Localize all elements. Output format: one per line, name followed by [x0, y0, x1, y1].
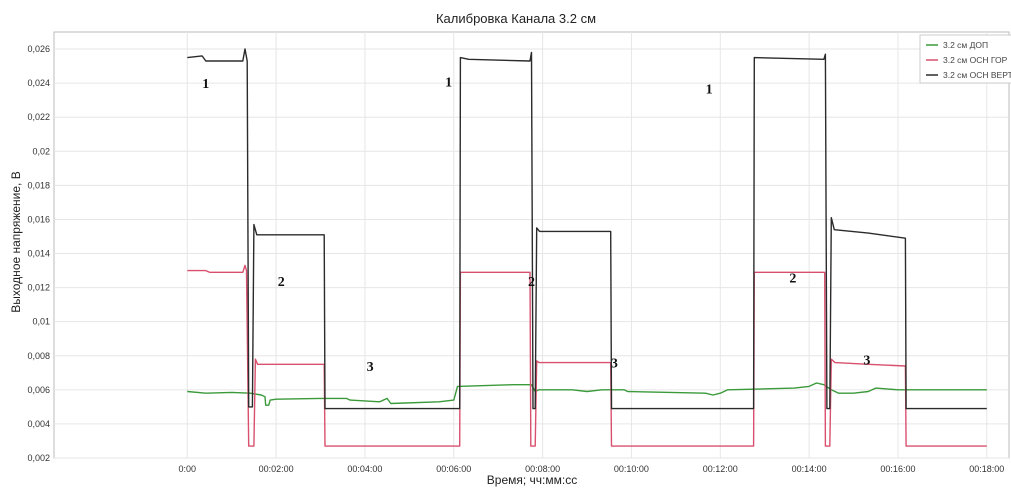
- y-tick-label-8: 0,018: [27, 180, 50, 190]
- annotation-0: 1: [202, 77, 209, 92]
- x-tick-label-6: 00:12:00: [703, 464, 738, 474]
- x-tick-label-2: 00:04:00: [347, 464, 382, 474]
- legend: 3.2 см ДОП 3.2 см ОСН ГОР 3.2 см ОСН ВЕР…: [919, 34, 1011, 84]
- x-tick-label-0: 0:00: [178, 464, 196, 474]
- x-tick-label-1: 00:02:00: [259, 464, 294, 474]
- annotation-1: 1: [445, 76, 452, 91]
- x-tick-label-4: 00:08:00: [525, 464, 560, 474]
- y-tick-label-11: 0,024: [27, 78, 50, 88]
- x-tick-label-7: 00:14:00: [792, 464, 827, 474]
- annotation-3: 2: [278, 275, 285, 290]
- annotation-8: 3: [863, 353, 870, 368]
- series-line-2: [187, 48, 987, 410]
- chart-title: Калибровка Канала 3.2 см: [436, 11, 596, 26]
- series-group: [187, 48, 987, 447]
- y-axis-ticks: 0,002 0,004 0,006 0,008 0,01 0,012 0,014 0,016 0…: [27, 44, 50, 463]
- y-axis-label: Выходное напряжение, В: [9, 171, 23, 312]
- x-tick-label-5: 00:10:00: [614, 464, 649, 474]
- annotation-4: 2: [528, 275, 535, 290]
- legend-label-osn-vert: 3.2 см ОСН ВЕРТ: [943, 70, 1011, 80]
- y-tick-label-6: 0,014: [27, 249, 50, 259]
- annotation-2: 1: [706, 82, 713, 97]
- x-axis-label: Время; чч:мм:сс: [487, 473, 577, 487]
- y-tick-label-10: 0,022: [27, 112, 50, 122]
- annotation-7: 3: [611, 357, 618, 372]
- y-tick-label-1: 0,004: [27, 419, 50, 429]
- y-tick-label-0: 0,002: [27, 453, 50, 463]
- series-line-0: [187, 382, 987, 406]
- annotations: 1 1 1 2 2 2 3 3 3: [202, 76, 870, 376]
- series-line-1: [187, 264, 987, 447]
- y-tick-label-7: 0,016: [27, 214, 50, 224]
- y-tick-label-9: 0,02: [32, 146, 50, 156]
- annotation-6: 3: [367, 360, 374, 375]
- y-tick-label-2: 0,006: [27, 385, 50, 395]
- y-tick-label-4: 0,01: [32, 317, 50, 327]
- x-tick-label-8: 00:16:00: [880, 464, 915, 474]
- x-axis-ticks: 0:00 00:02:00 00:04:00 00:06:00 00:08:00 00:1…: [178, 464, 1004, 474]
- legend-label-osn-gor: 3.2 см ОСН ГОР: [943, 55, 1008, 65]
- y-tick-label-12: 0,026: [27, 44, 50, 54]
- x-tick-label-3: 00:06:00: [436, 464, 471, 474]
- legend-label-dop: 3.2 см ДОП: [943, 40, 988, 50]
- x-tick-label-9: 00:18:00: [969, 464, 1004, 474]
- annotation-5: 2: [789, 271, 796, 286]
- y-tick-label-5: 0,012: [27, 283, 50, 293]
- y-tick-label-3: 0,008: [27, 351, 50, 361]
